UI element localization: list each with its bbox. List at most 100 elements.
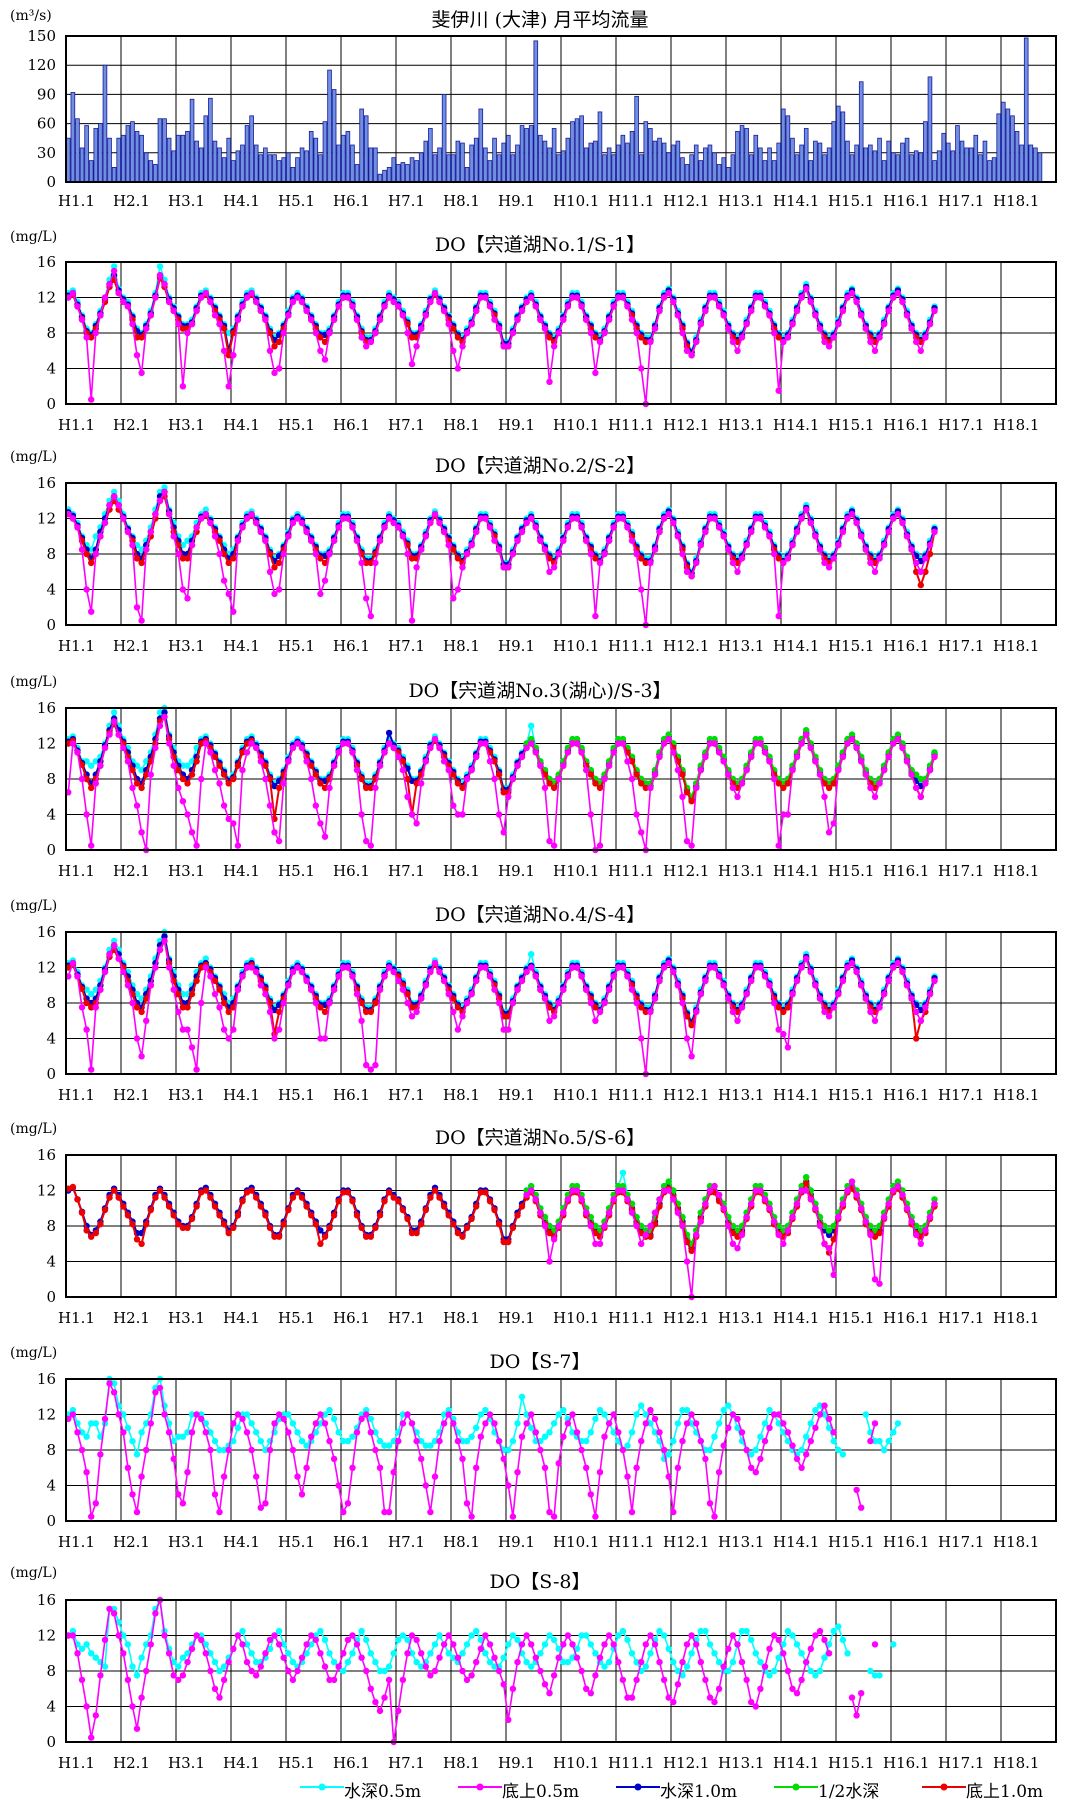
data-point-bottom05 <box>647 1407 653 1413</box>
data-point-bottom05 <box>308 538 314 544</box>
data-point-bottom05 <box>812 1205 818 1211</box>
data-point-bottom05 <box>542 1223 548 1229</box>
data-point-bottom05 <box>849 511 855 517</box>
x-tick-label: H13.1 <box>718 1309 764 1327</box>
data-point-bottom05 <box>505 1482 511 1488</box>
bar <box>135 131 139 182</box>
data-point-bottom05 <box>679 794 685 800</box>
x-tick-label: H8.1 <box>443 1086 480 1104</box>
bar <box>832 122 836 182</box>
x-tick-label: H16.1 <box>883 637 929 655</box>
data-point-bottom10 <box>368 1234 374 1240</box>
data-point-bottom05 <box>780 339 786 345</box>
data-point-bottom05 <box>776 1411 782 1417</box>
data-point-bottom05 <box>533 973 539 979</box>
data-point-bottom05 <box>546 838 552 844</box>
data-point-bottom05 <box>226 1035 232 1041</box>
data-point-bottom05 <box>643 1420 649 1426</box>
data-point-bottom05 <box>666 1473 672 1479</box>
data-point-depth05 <box>606 1659 612 1665</box>
x-tick-label: H16.1 <box>883 192 929 210</box>
data-point-bottom05 <box>464 1000 470 1006</box>
data-point-depth05 <box>688 1650 694 1656</box>
x-tick-label: H13.1 <box>718 1086 764 1104</box>
x-tick-label: H5.1 <box>278 1533 315 1551</box>
data-point-depth05 <box>647 1650 653 1656</box>
data-point-bottom05 <box>620 515 626 521</box>
bar <box>424 141 428 182</box>
x-tick-label: H3.1 <box>168 1309 205 1327</box>
y-tick-label: 4 <box>46 581 56 599</box>
data-point-bottom05 <box>670 749 676 755</box>
data-point-bottom05 <box>450 1009 456 1015</box>
data-point-bottom05 <box>125 303 131 309</box>
data-point-bottom05 <box>79 1004 85 1010</box>
data-point-bottom05 <box>578 749 584 755</box>
data-point-bottom05 <box>262 317 268 323</box>
data-point-bottom10 <box>230 555 236 561</box>
data-point-bottom05 <box>423 982 429 988</box>
bar <box>195 141 199 182</box>
data-point-bottom05 <box>684 1420 690 1426</box>
data-point-depth05 <box>93 1420 99 1426</box>
data-point-bottom05 <box>226 1447 232 1453</box>
data-point-bottom05 <box>157 947 163 953</box>
data-point-bottom05 <box>482 294 488 300</box>
y-tick-label: 12 <box>37 510 56 528</box>
data-point-bottom05 <box>294 1473 300 1479</box>
bar <box>167 138 171 182</box>
data-point-bottom05 <box>143 1018 149 1024</box>
data-point-bottom05 <box>785 1227 791 1233</box>
data-point-bottom05 <box>601 1223 607 1229</box>
data-point-bottom05 <box>904 758 910 764</box>
data-point-bottom05 <box>468 767 474 773</box>
data-point-bottom10 <box>592 780 598 786</box>
x-tick-label: H7.1 <box>388 1309 425 1327</box>
data-point-bottom05 <box>794 1201 800 1207</box>
bar <box>511 155 515 182</box>
data-point-bottom05 <box>624 1473 630 1479</box>
bar <box>685 164 689 182</box>
data-point-bottom10 <box>459 1234 465 1240</box>
data-point-bottom05 <box>418 546 424 552</box>
bar <box>722 158 726 182</box>
data-point-bottom05 <box>171 987 177 993</box>
bar <box>163 119 167 182</box>
data-point-bottom05 <box>693 560 699 566</box>
data-point-bottom05 <box>780 1241 786 1247</box>
bar <box>795 155 799 182</box>
data-point-bottom05 <box>510 776 516 782</box>
data-point-bottom05 <box>922 1227 928 1233</box>
bar <box>419 153 423 182</box>
data-point-bottom05 <box>372 560 378 566</box>
data-point-bottom05 <box>446 1411 452 1417</box>
data-point-bottom05 <box>904 1205 910 1211</box>
data-point-bottom05 <box>698 542 704 548</box>
data-point-bottom05 <box>510 330 516 336</box>
data-point-bottom05 <box>216 1004 222 1010</box>
data-point-bottom05 <box>666 960 672 966</box>
bar <box>804 128 808 182</box>
data-point-bottom05 <box>734 794 740 800</box>
data-point-bottom05 <box>803 285 809 291</box>
data-point-bottom05 <box>221 802 227 808</box>
data-point-bottom05 <box>138 1694 144 1700</box>
data-point-bottom05 <box>867 785 873 791</box>
data-point-bottom05 <box>175 551 181 557</box>
data-point-depth05 <box>326 1407 332 1413</box>
data-point-bottom05 <box>679 1000 685 1006</box>
data-point-bottom05 <box>253 969 259 975</box>
data-point-bottom05 <box>258 982 264 988</box>
data-point-bottom05 <box>166 511 172 517</box>
data-point-bottom05 <box>404 794 410 800</box>
data-point-bottom05 <box>638 1438 644 1444</box>
data-point-bottom10 <box>230 776 236 782</box>
data-point-bottom05 <box>853 520 859 526</box>
bar <box>117 138 121 182</box>
data-point-bottom05 <box>688 352 694 358</box>
data-point-bottom05 <box>835 542 841 548</box>
bar <box>694 145 698 182</box>
data-point-bottom05 <box>826 1013 832 1019</box>
data-point-bottom05 <box>413 343 419 349</box>
bar <box>263 148 267 182</box>
